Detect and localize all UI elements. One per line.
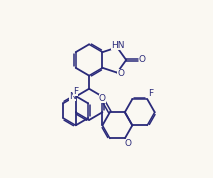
Text: F: F: [73, 87, 78, 96]
Text: HN: HN: [111, 41, 125, 50]
Text: O: O: [124, 139, 131, 148]
Text: O: O: [139, 56, 146, 64]
Text: O: O: [117, 69, 124, 78]
Text: F: F: [148, 89, 153, 98]
Text: O: O: [99, 94, 106, 103]
Text: N: N: [69, 92, 76, 101]
